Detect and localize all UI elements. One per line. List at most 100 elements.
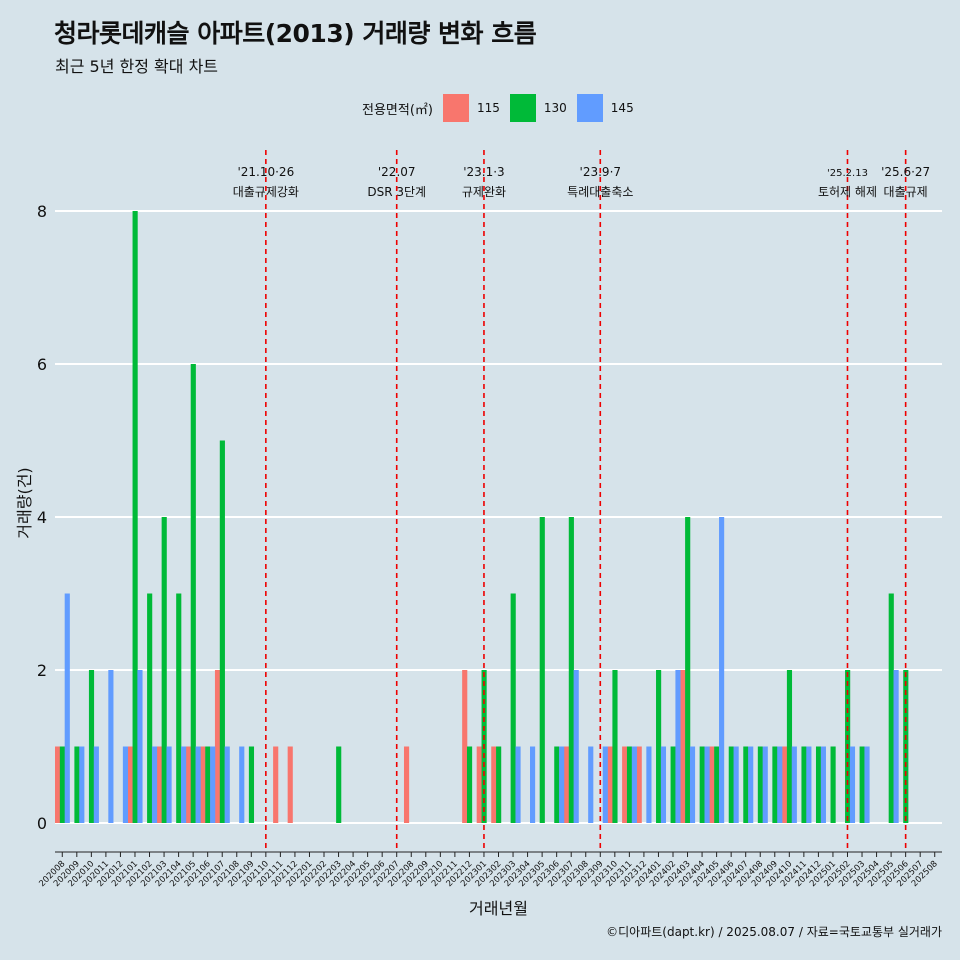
x-axis-title: 거래년월: [469, 899, 528, 918]
bar-145-202410: [791, 746, 797, 823]
bar-130-202307: [568, 517, 574, 823]
bar-145-202306: [559, 746, 565, 823]
bar-115-202101: [127, 746, 133, 823]
bar-115-202403: [680, 670, 686, 823]
legend-swatch-145: [576, 94, 603, 122]
bar-115-202310: [607, 746, 613, 823]
bar-130-202505: [888, 593, 894, 823]
bar-145-202402: [675, 670, 681, 823]
bar-145-202406: [733, 746, 739, 823]
bar-130-202406: [728, 746, 734, 823]
bar-145-202309: [602, 746, 608, 823]
bar-130-202109: [248, 746, 255, 823]
bar-115-202307: [563, 746, 570, 823]
bar-145-202103: [166, 746, 172, 823]
event-desc-label-3: 특례대출축소: [567, 185, 633, 199]
bar-115-202208: [403, 746, 410, 823]
bar-130-202503: [859, 746, 865, 823]
legend-label-130: 130: [543, 101, 567, 115]
bar-130-202401: [656, 670, 662, 823]
bar-145-202412: [820, 746, 826, 823]
bar-130-202408: [757, 746, 763, 823]
event-date-label-0: '21.10·26: [237, 165, 294, 179]
bar-145-202105: [195, 746, 201, 823]
y-tick-label-6: 6: [37, 355, 47, 374]
bar-145-202108: [239, 746, 245, 823]
bar-130-202106: [205, 746, 211, 823]
bar-145-202102: [151, 746, 158, 823]
bar-145-202107: [224, 746, 230, 823]
bar-145-202308: [588, 746, 594, 823]
legend-label-115: 115: [476, 101, 500, 115]
bar-115-202008: [55, 746, 61, 823]
bar-145-202311: [631, 746, 637, 823]
bar-115-202301: [476, 746, 482, 823]
legend-title: 전용면적(㎡): [362, 102, 433, 118]
bar-115-202107: [214, 670, 221, 823]
bar-145-202409: [777, 746, 783, 823]
bar-145-202008: [64, 593, 70, 823]
bar-115-202311: [622, 746, 628, 823]
bar-130-202008: [59, 746, 65, 823]
bar-130-202103: [161, 517, 167, 823]
bar-130-202311: [626, 746, 633, 823]
bar-130-202101: [132, 211, 138, 823]
bar-130-202212: [466, 746, 473, 823]
legend-item-130: 130: [509, 94, 567, 122]
event-desc-label-5: 대출규제: [884, 185, 928, 199]
bar-130-202302: [496, 746, 502, 823]
event-desc-label-1: DSR 3단계: [367, 185, 426, 199]
bar-130-202102: [147, 593, 153, 823]
bar-115-202106: [200, 746, 206, 823]
legend-item-115: 115: [442, 94, 500, 122]
bar-130-202303: [510, 593, 516, 823]
bar-115-202112: [287, 746, 293, 823]
bar-130-202411: [801, 746, 807, 823]
bar-145-202010: [93, 746, 99, 823]
legend: 전용면적(㎡) 115 130 145: [362, 93, 644, 123]
bar-130-202407: [743, 746, 749, 823]
event-date-label-4: '25.2.13: [827, 168, 868, 179]
bar-130-202105: [190, 364, 196, 823]
bar-145-202405: [719, 517, 725, 823]
chart-title: 청라롯데캐슬 아파트(2013) 거래량 변화 흐름: [54, 19, 537, 48]
bar-130-202402: [670, 746, 676, 823]
bar-145-202304: [530, 746, 536, 823]
event-date-label-2: '23.1·3: [463, 165, 504, 179]
bar-145-202411: [806, 746, 812, 823]
bar-130-202403: [685, 517, 691, 823]
bar-115-202312: [636, 746, 642, 823]
bar-145-202407: [748, 746, 754, 823]
bar-130-202010: [88, 670, 95, 823]
legend-swatch-115: [442, 94, 469, 122]
bar-145-202303: [515, 746, 521, 823]
bar-130-202203: [336, 746, 342, 823]
bar-115-202212: [462, 670, 468, 823]
event-date-label-1: '22.07: [378, 165, 416, 179]
bar-130-202501: [830, 746, 836, 823]
bar-145-202106: [210, 746, 216, 823]
event-date-label-3: '23.9·7: [580, 165, 621, 179]
chart-subtitle: 최근 5년 한정 확대 차트: [55, 57, 219, 76]
bar-130-202107: [219, 440, 225, 823]
bar-130-202104: [176, 593, 182, 823]
bar-115-202111: [273, 746, 279, 823]
legend-label-145: 145: [610, 101, 634, 115]
bar-115-202302: [491, 746, 497, 823]
bar-145-202502: [849, 746, 856, 823]
bar-130-202009: [74, 746, 80, 823]
bar-130-202412: [815, 746, 822, 823]
bar-115-202405: [709, 746, 715, 823]
bar-115-202103: [156, 746, 162, 823]
y-tick-label-8: 8: [37, 202, 47, 221]
bar-130-202409: [772, 746, 778, 823]
source-caption: ©디아파트(dapt.kr) / 2025.08.07 / 자료=국토교통부 실…: [606, 925, 942, 939]
bar-145-202408: [762, 746, 768, 823]
bar-145-202505: [893, 670, 899, 823]
bar-145-202012: [122, 746, 129, 823]
bar-145-202011: [108, 670, 114, 823]
y-tick-label-4: 4: [37, 508, 47, 527]
bar-145-202104: [181, 746, 187, 823]
y-axis-title: 거래량(건): [15, 467, 34, 538]
y-tick-label-2: 2: [37, 661, 47, 680]
